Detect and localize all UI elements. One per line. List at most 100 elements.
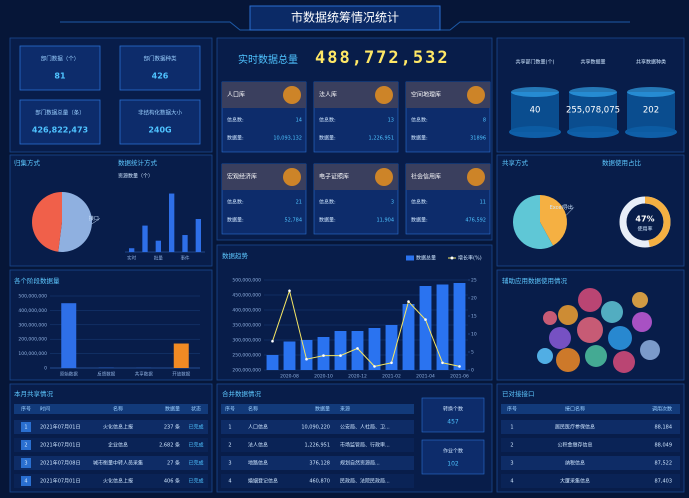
table-header-cell: 数据量 — [315, 406, 330, 413]
cylinder-top — [511, 87, 559, 97]
pie-label: Excel导出 — [550, 204, 573, 211]
table-cell: 市场监管局、行政审... — [340, 442, 390, 449]
table-cell: 已完成 — [188, 460, 203, 467]
table-cell: 已完成 — [188, 442, 203, 449]
bubble — [558, 305, 578, 325]
bar — [453, 283, 466, 370]
library-name: 人口库 — [227, 91, 245, 99]
table-row — [501, 474, 680, 488]
table-cell: 民政局、法院民政局... — [340, 478, 390, 485]
y-tick-label: 400,000,000 — [232, 308, 261, 314]
table-cell: 2 — [510, 443, 513, 449]
table-header-cell: 调用次数 — [652, 406, 672, 413]
y-tick-label: 350,000,000 — [232, 323, 261, 329]
shared-label: 共享数据量 — [580, 59, 605, 66]
library-icon — [283, 168, 301, 186]
index-box — [21, 422, 31, 432]
y-tick-label: 200,000,000 — [232, 368, 261, 374]
shared-label: 共享数据种类 — [636, 59, 666, 66]
stat-box — [119, 99, 201, 145]
panel-title: 共享方式 — [502, 158, 529, 167]
table-cell: 1 — [24, 425, 27, 431]
table-header — [501, 404, 680, 414]
table-cell: 火化信息上报 — [103, 424, 133, 431]
table-cell: 88,184 — [655, 425, 673, 431]
table-cell: 1 — [510, 425, 513, 431]
y-tick-label: 500,000,000 — [18, 294, 47, 300]
bubble — [632, 292, 648, 308]
bar — [142, 225, 148, 252]
table-header-cell: 序号 — [225, 406, 235, 413]
bar — [173, 343, 189, 368]
y-tick-label: 500,000,000 — [232, 278, 261, 284]
library-volume-label: 数据量: — [319, 217, 336, 224]
line-point — [458, 365, 461, 368]
table-cell: 人口信息 — [248, 424, 268, 431]
panel-title: 数据趋势 — [222, 251, 249, 260]
y2-tick-label: 10 — [471, 332, 477, 338]
line-point — [441, 361, 444, 365]
side-label: 作业个数 — [443, 448, 463, 455]
x-tick-label: 事件 — [181, 255, 190, 262]
y-tick-label: 300,000,000 — [232, 338, 261, 344]
bubble — [585, 345, 607, 367]
bar — [351, 331, 364, 370]
table-cell: 1,226,951 — [305, 443, 330, 449]
library-icon — [467, 168, 485, 186]
library-volume: 31896 — [470, 136, 486, 142]
table-header — [14, 404, 208, 414]
gauge-value: 47% — [635, 215, 654, 224]
y-axis-label: 资源数量（个） — [118, 173, 153, 180]
bubble — [577, 317, 603, 343]
y-tick-label: 450,000,000 — [232, 293, 261, 299]
table-cell: 2 — [24, 443, 27, 449]
table-cell: 已完成 — [188, 478, 203, 485]
table-cell: 27 条 — [167, 460, 180, 467]
table-row — [501, 420, 680, 434]
y-tick-label: 200,000,000 — [18, 337, 47, 343]
table-cell: 376,128 — [309, 461, 330, 467]
x-tick-label: 反馈数据 — [97, 371, 115, 378]
realtime-value: 488,772,532 — [315, 48, 450, 68]
stat-label: 部门数据种类 — [143, 55, 177, 63]
stat-box — [19, 45, 101, 91]
panel-title: 数据使用占比 — [602, 158, 642, 167]
side-value: 102 — [447, 461, 459, 468]
x-tick-label: 共享数据 — [135, 371, 153, 378]
side-value: 457 — [447, 419, 459, 426]
library-count: 3 — [391, 200, 394, 206]
x-tick-label: 2021-06 — [450, 374, 469, 380]
bar — [300, 340, 313, 370]
leader-line — [565, 207, 575, 216]
x-tick-label: 2020-12 — [348, 374, 367, 380]
stat-label: 非结构化数据大小 — [138, 109, 183, 117]
library-count: 11 — [480, 200, 486, 206]
page-title: 市数据统筹情况统计 — [291, 10, 399, 25]
library-volume: 1,226,951 — [369, 136, 394, 142]
bubble — [613, 351, 635, 373]
table-cell: 公安局、人社局、卫... — [340, 424, 390, 431]
index-box — [21, 476, 31, 486]
table-cell: 2021年07月01日 — [40, 442, 80, 449]
legend-label: 增长率(%) — [458, 255, 482, 262]
table-row — [14, 420, 208, 434]
library-count-label: 信息数: — [411, 117, 428, 124]
y2-tick-label: 0 — [471, 368, 474, 374]
line-point — [271, 339, 274, 343]
side-box — [421, 397, 485, 433]
stat-label: 部门数据总量（条） — [35, 109, 85, 117]
library-volume: 52,784 — [285, 218, 303, 224]
bar — [195, 219, 201, 252]
cylinder-top — [569, 87, 617, 97]
stat-label: 部门数据（个） — [41, 55, 80, 63]
x-tick-label: 2020-10 — [314, 374, 333, 380]
table-header-cell: 名称 — [248, 406, 258, 413]
line-point — [322, 354, 325, 357]
library-count: 13 — [388, 118, 394, 124]
library-icon — [375, 168, 393, 186]
y-tick-label: 0 — [44, 366, 47, 372]
library-icon — [375, 86, 393, 104]
gauge-subtitle: 使用率 — [637, 226, 652, 233]
legend-swatch — [406, 255, 414, 261]
library-count-label: 信息数: — [319, 199, 336, 206]
